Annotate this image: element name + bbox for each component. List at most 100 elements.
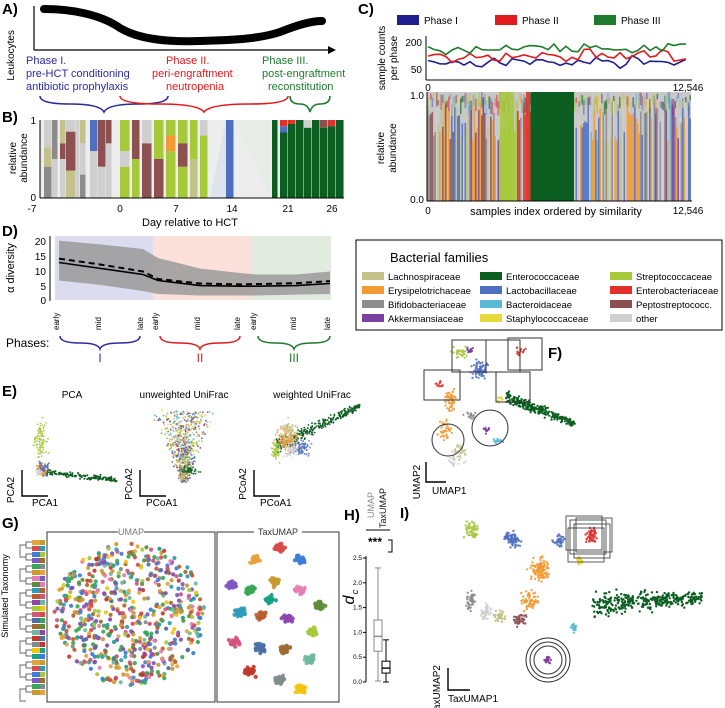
umap-point — [481, 364, 485, 368]
weighted-point — [356, 405, 359, 407]
unweighted-point — [201, 416, 204, 418]
unweighted-point — [183, 433, 186, 436]
c-stripe — [688, 104, 690, 201]
umap-point — [464, 350, 467, 353]
unweighted-point — [177, 474, 180, 477]
c-stripe-overlay — [604, 101, 606, 115]
umap-point — [442, 435, 445, 438]
weighted-point — [346, 411, 349, 413]
unweighted-point — [181, 478, 184, 480]
unweighted-unifrac-scatter — [153, 409, 214, 484]
g-umap-point — [140, 654, 146, 660]
umap-point — [461, 451, 464, 454]
g-umap-point — [86, 565, 91, 571]
g-umap-point — [151, 609, 156, 614]
panel-label-d: D) — [2, 223, 18, 240]
g-umap-point — [87, 613, 92, 618]
unweighted-point — [167, 417, 170, 420]
panel-c-top-ylabel-1: sample counts — [377, 26, 388, 90]
g-umap-point — [98, 619, 103, 624]
e3-axes — [253, 470, 280, 497]
umap-point — [482, 374, 485, 378]
umap-point — [477, 368, 480, 371]
unweighted-point — [192, 416, 195, 419]
taxumap-point — [641, 596, 645, 599]
weighted-point — [302, 440, 305, 443]
umap-point — [441, 431, 444, 434]
unweighted-point — [186, 418, 189, 421]
unweighted-point — [199, 447, 202, 449]
g-umap-point — [185, 565, 190, 570]
umap-point — [516, 352, 519, 355]
tree-branch — [25, 685, 32, 693]
unweighted-point — [156, 419, 158, 422]
pca-point — [75, 474, 78, 477]
c-stripe — [685, 97, 687, 201]
pca-point — [41, 455, 43, 457]
g-umap-point — [78, 610, 83, 615]
unweighted-point — [173, 415, 176, 417]
unweighted-point — [173, 411, 175, 413]
c-stripe — [469, 101, 471, 201]
tree-branch — [25, 637, 32, 645]
unweighted-point — [203, 424, 206, 426]
weighted-point — [272, 447, 274, 450]
c-stripe-overlay — [482, 99, 485, 116]
unweighted-point — [167, 423, 169, 426]
taxumap-point — [476, 524, 479, 528]
b-bar-19-seg-0 — [280, 120, 288, 127]
pca-point — [43, 474, 45, 477]
g-umap-point — [145, 647, 150, 652]
c-stripe-overlay — [491, 101, 494, 115]
panel-b-stacked-bars — [40, 120, 344, 198]
f-circle-1 — [431, 423, 465, 457]
g-umap-point — [187, 588, 192, 593]
taxumap-point — [629, 597, 633, 600]
g-umap-point — [112, 655, 117, 660]
taxumap-point — [596, 611, 600, 615]
unweighted-point — [174, 436, 177, 439]
tree-branch — [25, 553, 32, 561]
taxumap-point — [473, 524, 476, 527]
g-umap-point — [91, 590, 96, 595]
pca-point — [112, 479, 115, 482]
g-umap-point — [127, 648, 132, 653]
g-umap-point — [198, 615, 203, 621]
tree-branch — [19, 664, 26, 678]
panel-b-xtick-21: 21 — [282, 204, 294, 215]
taxumap-point — [551, 540, 555, 543]
c-stripe — [569, 92, 572, 201]
phase-2-title: Phase II. — [166, 55, 209, 67]
g-umap-point — [123, 650, 128, 656]
g-taxumap-point — [234, 635, 239, 640]
pca-point — [35, 464, 38, 467]
unweighted-point — [188, 442, 191, 445]
taxumap-point — [607, 598, 610, 601]
umap-point — [469, 348, 472, 351]
unweighted-point — [183, 451, 186, 454]
taxumap-point — [522, 595, 525, 598]
pca-point — [71, 475, 74, 478]
umap-point — [518, 402, 521, 405]
weighted-point — [293, 447, 296, 450]
g-taxumap-point — [279, 616, 284, 621]
g-umap-point — [94, 557, 99, 562]
g-umap-point — [164, 626, 169, 631]
weighted-point — [329, 417, 332, 420]
taxumap-point — [620, 607, 623, 610]
umap-point — [497, 438, 500, 441]
c-stripe-overlay — [460, 98, 462, 114]
panel-c-ytick-bottom: 0.0 — [410, 195, 424, 206]
g-umap-point — [88, 657, 93, 663]
c-stripe — [437, 122, 440, 201]
unweighted-point — [199, 471, 202, 473]
unweighted-point — [201, 432, 204, 435]
panel-c-ylabel-1: relative — [376, 131, 387, 164]
umap-point — [486, 364, 490, 367]
weighted-point — [287, 453, 290, 456]
b-bar-13-seg-0 — [166, 120, 176, 136]
umap-point — [437, 383, 440, 386]
c-stripe-overlay — [656, 93, 659, 100]
g-umap-point — [111, 606, 116, 612]
g-umap-point — [174, 574, 179, 579]
